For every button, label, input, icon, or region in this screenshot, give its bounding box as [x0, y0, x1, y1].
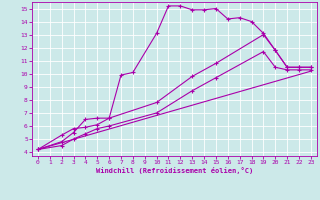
X-axis label: Windchill (Refroidissement éolien,°C): Windchill (Refroidissement éolien,°C) — [96, 167, 253, 174]
